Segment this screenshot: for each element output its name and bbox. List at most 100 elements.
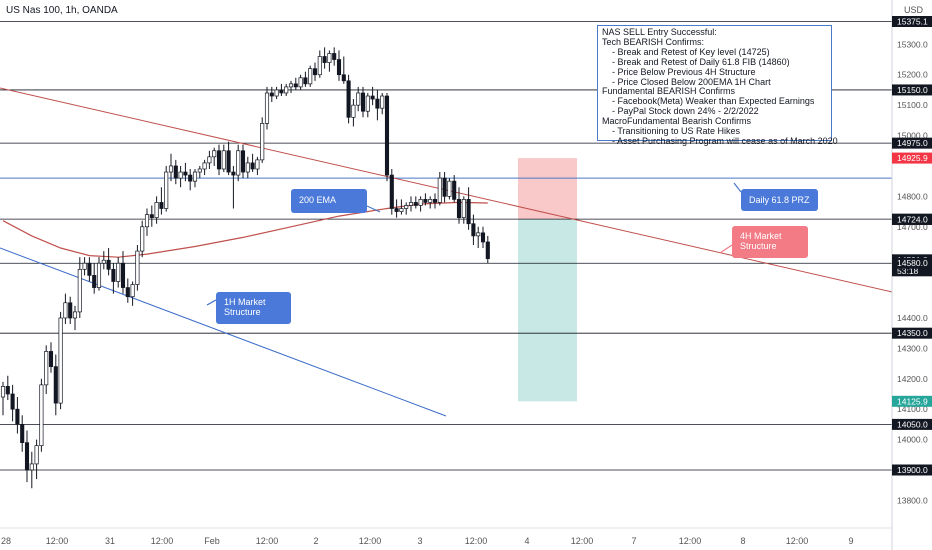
candle (336, 50, 342, 81)
price-tag (892, 464, 932, 476)
candle (183, 162, 188, 182)
candle (428, 196, 433, 209)
candle (255, 156, 260, 176)
currency-label: USD (904, 5, 924, 15)
candle-body (408, 202, 414, 206)
candle (120, 251, 126, 294)
candle-body (447, 180, 452, 197)
time-axis-tick-label: 12:00 (571, 536, 594, 546)
candle-body (346, 80, 351, 118)
candle (154, 196, 159, 224)
candle-body (68, 302, 73, 319)
candle (106, 248, 111, 276)
price-axis-tick-label: 15100.0 (897, 100, 928, 110)
structure-4h-callout-pointer (719, 244, 733, 254)
candle-body (44, 351, 49, 386)
candle-body (15, 408, 20, 425)
candle-body (111, 268, 116, 282)
candle (380, 92, 385, 115)
candle (432, 193, 438, 209)
price-tag-label: 15375.1 (897, 17, 928, 27)
structure-1h-callout[interactable]: 1H Market Structure (216, 292, 291, 324)
candle-body (351, 104, 356, 118)
candle (216, 144, 222, 176)
analysis-annotation-box[interactable]: NAS SELL Entry Successful: Tech BEARISH … (597, 25, 838, 146)
candle-body (384, 95, 390, 176)
candle (332, 47, 337, 66)
candle-body (365, 95, 370, 112)
candle-body (192, 171, 198, 182)
candle (360, 86, 366, 118)
candle (168, 153, 174, 182)
candle-body (312, 68, 318, 76)
candle (226, 141, 231, 176)
candle (192, 168, 198, 188)
annotation-line: - Facebook(Meta) Weaker than Expected Ea… (602, 96, 815, 107)
candle-body (303, 77, 308, 85)
candle-body (48, 351, 54, 367)
candle (10, 384, 15, 422)
candle-body (207, 156, 212, 164)
candle (418, 196, 423, 212)
ema-callout[interactable]: 200 EMA (291, 189, 367, 213)
annotation-line: - PayPal Stock down 24% - 2/2/2022 (602, 106, 759, 117)
time-axis-tick-label: 12:00 (465, 536, 488, 546)
candle (466, 187, 471, 230)
price-axis-tick-label: 14100.0 (897, 404, 928, 414)
price-tag (892, 137, 932, 149)
candle-body (178, 171, 183, 179)
candle (197, 165, 202, 179)
candle-body (226, 150, 231, 173)
candle (92, 263, 97, 294)
candle-body (461, 199, 466, 218)
candle-body (197, 168, 202, 173)
candle (58, 311, 63, 410)
candle (394, 199, 399, 218)
structure-1h-callout-pointer (206, 299, 217, 306)
symbol-title: US Nas 100, 1h, OANDA (6, 5, 118, 16)
candle-body (168, 165, 174, 173)
candle (135, 245, 140, 291)
candle-body (77, 268, 82, 313)
candle-body (173, 165, 178, 179)
candle-body (437, 177, 442, 203)
candle (303, 71, 308, 87)
candle-body (53, 366, 58, 404)
candle-body (274, 89, 279, 97)
annotation-line: Fundamental BEARISH Confirms (602, 86, 736, 97)
candle (413, 196, 418, 209)
candle-body (452, 180, 457, 200)
price-axis-tick-label: 15200.0 (897, 70, 928, 80)
candle-body (432, 199, 438, 203)
candle-body (466, 199, 471, 225)
candle-body (255, 159, 260, 170)
price-tag-label: 14050.0 (897, 419, 928, 429)
candle (68, 296, 73, 325)
candle (471, 214, 476, 246)
candle (130, 281, 135, 306)
candle-body (264, 92, 270, 124)
candle (245, 156, 250, 179)
candle (389, 168, 394, 215)
annotation-line: Tech BEARISH Confirms: (602, 36, 705, 47)
candle (116, 257, 121, 288)
candle-body (10, 393, 15, 410)
candle-body (216, 150, 222, 170)
candle-body (221, 150, 226, 170)
candle-body (423, 199, 428, 203)
candle (221, 144, 226, 173)
take-profit-zone (518, 219, 577, 402)
candle-body (212, 150, 217, 158)
candle (298, 74, 303, 90)
candle (384, 92, 390, 182)
price-axis-tick-label: 14300.0 (897, 343, 928, 353)
prz-callout[interactable]: Daily 61.8 PRZ (741, 189, 818, 211)
candle-body (29, 463, 34, 471)
candle (308, 65, 313, 87)
candle (140, 220, 145, 258)
price-axis-tick-label: 15000.0 (897, 131, 928, 141)
price-tag-countdown: 53:18 (897, 266, 919, 276)
structure-4h-callout[interactable]: 4H Market Structure (732, 226, 808, 258)
candle (341, 56, 346, 84)
